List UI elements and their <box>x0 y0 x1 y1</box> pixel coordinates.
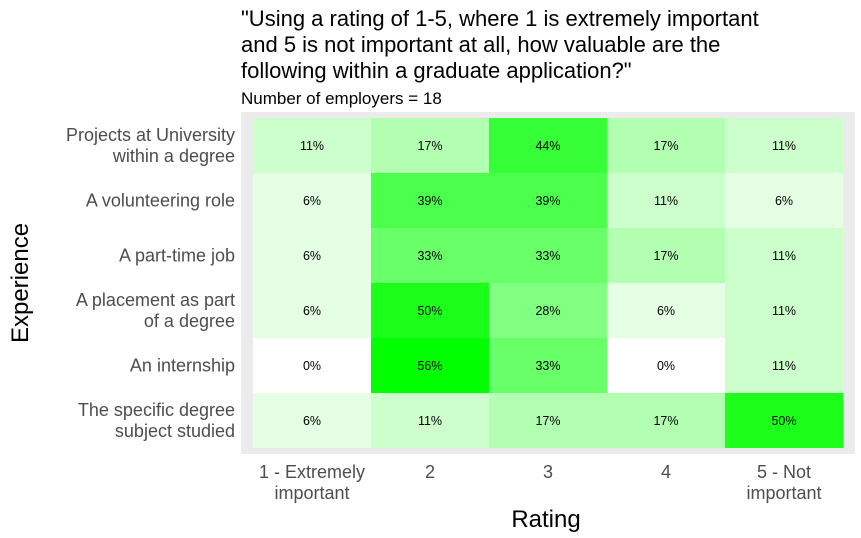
cell-value-label: 11% <box>772 304 796 318</box>
cell-value-label: 11% <box>300 139 324 153</box>
chart-title-line-2: and 5 is not important at all, how valua… <box>241 32 720 57</box>
heatmap-cell <box>371 118 489 173</box>
cell-value-label: 33% <box>417 249 442 263</box>
heatmap-cell <box>607 173 725 228</box>
y-tick-label: The specific degree <box>78 400 235 420</box>
cell-value-label: 17% <box>653 414 678 428</box>
x-tick-label: important <box>274 483 349 503</box>
chart-title-line-3: following within a graduate application?… <box>241 58 632 83</box>
heatmap-cell <box>253 338 371 393</box>
cell-value-label: 6% <box>775 194 793 208</box>
heatmap-cell <box>489 228 607 283</box>
y-tick-label: A volunteering role <box>86 191 235 211</box>
heatmap-cell <box>253 118 371 173</box>
cell-value-label: 17% <box>535 414 560 428</box>
heatmap-cell <box>253 228 371 283</box>
y-axis-title: Experience <box>7 223 34 343</box>
heatmap-cell <box>725 338 843 393</box>
y-tick-label: A placement as part <box>76 290 235 310</box>
cell-value-label: 11% <box>418 414 442 428</box>
cell-value-label: 39% <box>417 194 442 208</box>
heatmap-cell <box>371 283 489 338</box>
y-tick-label: An internship <box>130 356 235 376</box>
heatmap-cell <box>725 118 843 173</box>
cell-value-label: 28% <box>535 304 560 318</box>
cell-value-label: 11% <box>772 359 796 373</box>
cell-value-label: 50% <box>417 304 442 318</box>
heatmap-cell <box>253 393 371 448</box>
cell-value-label: 17% <box>653 139 678 153</box>
cell-value-label: 44% <box>535 139 560 153</box>
cell-value-label: 6% <box>303 414 321 428</box>
heatmap-cell <box>607 338 725 393</box>
cell-value-label: 17% <box>653 249 678 263</box>
heatmap-cell <box>725 228 843 283</box>
cell-value-label: 33% <box>535 249 560 263</box>
cell-value-label: 6% <box>657 304 675 318</box>
heatmap-cell <box>253 173 371 228</box>
y-tick-label: Projects at University <box>66 125 235 145</box>
x-tick-label: 3 <box>543 462 553 482</box>
heatmap-cell <box>489 173 607 228</box>
heatmap-cells <box>253 118 843 448</box>
heatmap-cell <box>489 338 607 393</box>
x-tick-label: important <box>746 483 821 503</box>
heatmap-cell <box>607 118 725 173</box>
heatmap-cell <box>725 173 843 228</box>
y-tick-label: subject studied <box>115 421 235 441</box>
x-tick-label: 2 <box>425 462 435 482</box>
chart-title-line-1: "Using a rating of 1-5, where 1 is extre… <box>241 6 759 31</box>
heatmap-cell <box>371 393 489 448</box>
cell-value-label: 0% <box>303 359 321 373</box>
cell-value-label: 33% <box>535 359 560 373</box>
x-tick-label: 1 - Extremely <box>259 462 365 482</box>
y-tick-label: within a degree <box>112 146 235 166</box>
x-tick-label: 4 <box>661 462 671 482</box>
heatmap-cell <box>725 393 843 448</box>
heatmap-cell <box>725 283 843 338</box>
cell-value-label: 56% <box>417 359 442 373</box>
cell-value-label: 50% <box>771 414 796 428</box>
y-tick-label: of a degree <box>144 311 235 331</box>
cell-value-label: 11% <box>772 139 796 153</box>
x-axis-title: Rating <box>511 506 580 533</box>
y-tick-label: A part-time job <box>119 246 235 266</box>
heatmap-cell <box>489 393 607 448</box>
heatmap-cell <box>253 283 371 338</box>
cell-value-label: 6% <box>303 194 321 208</box>
heatmap-cell <box>489 283 607 338</box>
heatmap-cell <box>489 118 607 173</box>
heatmap-cell <box>371 228 489 283</box>
cell-value-label: 17% <box>417 139 442 153</box>
heatmap-cell <box>607 228 725 283</box>
chart-title: "Using a rating of 1-5, where 1 is extre… <box>241 6 759 108</box>
cell-value-label: 39% <box>535 194 560 208</box>
heatmap-cell <box>607 283 725 338</box>
cell-value-label: 6% <box>303 304 321 318</box>
cell-value-label: 11% <box>772 249 796 263</box>
cell-value-labels: 11% 17% 44% 17% 11% 6% 39% 39% 11% 6% 6% 33% 33% 17% 1… <box>300 139 797 428</box>
heatmap-cell <box>607 393 725 448</box>
chart-subtitle: Number of employers = 18 <box>241 89 442 108</box>
cell-value-label: 11% <box>654 194 678 208</box>
heatmap-cell <box>371 173 489 228</box>
cell-value-label: 0% <box>657 359 675 373</box>
heatmap-cell <box>371 338 489 393</box>
x-tick-label: 5 - Not <box>757 462 811 482</box>
cell-value-label: 6% <box>303 249 321 263</box>
